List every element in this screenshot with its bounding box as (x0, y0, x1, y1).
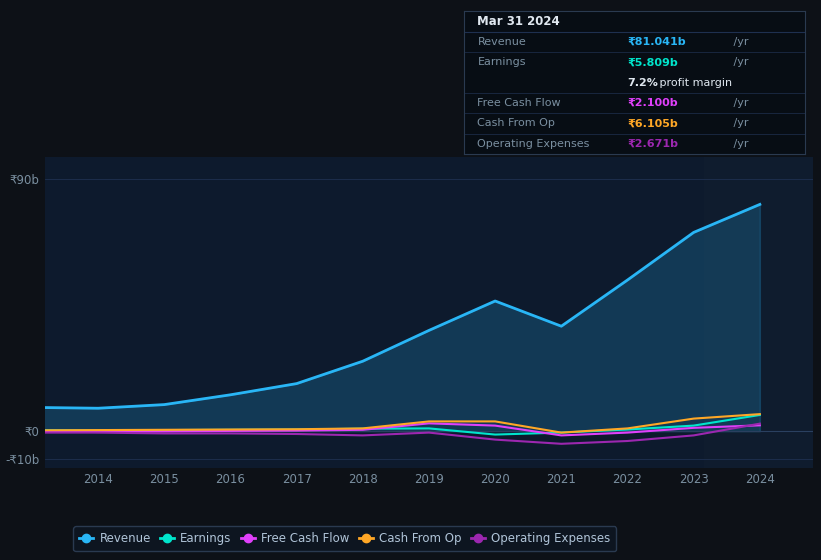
Text: /yr: /yr (730, 37, 748, 47)
Legend: Revenue, Earnings, Free Cash Flow, Cash From Op, Operating Expenses: Revenue, Earnings, Free Cash Flow, Cash … (73, 526, 617, 551)
Text: ₹5.809b: ₹5.809b (627, 57, 678, 67)
Text: ₹81.041b: ₹81.041b (627, 37, 686, 47)
Text: Free Cash Flow: Free Cash Flow (478, 98, 561, 108)
Text: /yr: /yr (730, 98, 748, 108)
Text: Operating Expenses: Operating Expenses (478, 139, 589, 149)
Text: ₹6.105b: ₹6.105b (627, 118, 678, 128)
Text: Cash From Op: Cash From Op (478, 118, 555, 128)
Text: Revenue: Revenue (478, 37, 526, 47)
Text: Mar 31 2024: Mar 31 2024 (478, 15, 560, 28)
Text: ₹2.671b: ₹2.671b (627, 139, 678, 149)
Text: 7.2%: 7.2% (627, 78, 658, 87)
Text: /yr: /yr (730, 139, 748, 149)
Text: ₹2.100b: ₹2.100b (627, 98, 678, 108)
Text: Earnings: Earnings (478, 57, 526, 67)
Text: profit margin: profit margin (656, 78, 732, 87)
Text: /yr: /yr (730, 57, 748, 67)
Text: /yr: /yr (730, 118, 748, 128)
Bar (704, 157, 813, 468)
